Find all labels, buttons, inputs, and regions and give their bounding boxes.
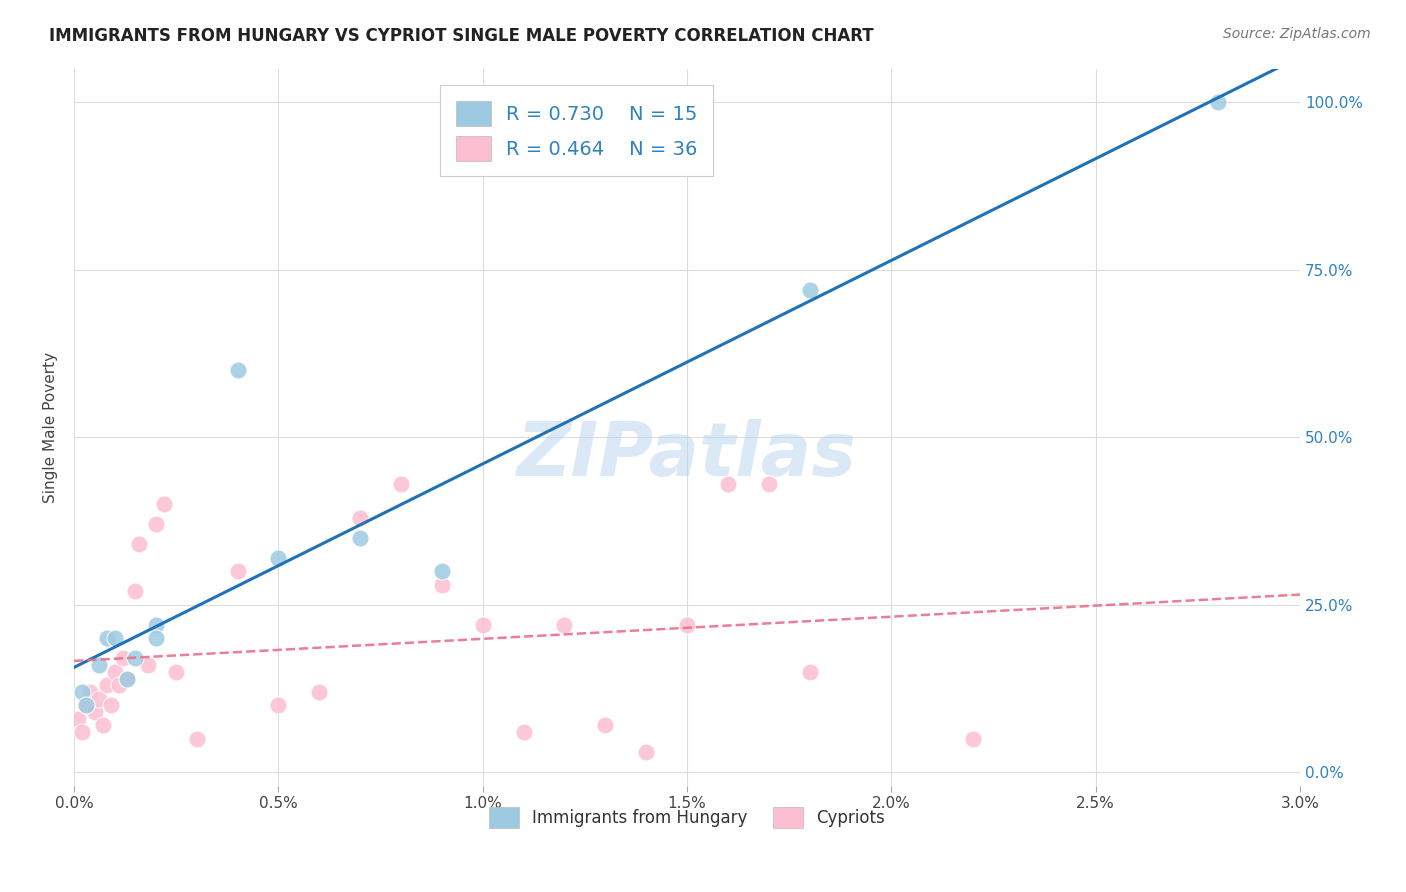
Point <box>758 477 780 491</box>
Point <box>512 725 534 739</box>
Y-axis label: Single Male Poverty: Single Male Poverty <box>44 351 58 503</box>
Point <box>75 698 97 713</box>
Point <box>79 685 101 699</box>
Point <box>100 698 122 713</box>
Point <box>87 691 110 706</box>
Point <box>308 685 330 699</box>
Point <box>67 712 90 726</box>
Point <box>430 564 453 578</box>
Point <box>349 510 371 524</box>
Point <box>799 283 821 297</box>
Point <box>108 678 131 692</box>
Text: ZIPatlas: ZIPatlas <box>517 419 858 492</box>
Point <box>83 705 105 719</box>
Point <box>145 517 167 532</box>
Point <box>96 632 118 646</box>
Point <box>75 698 97 713</box>
Point <box>226 363 249 377</box>
Point <box>349 531 371 545</box>
Point <box>717 477 740 491</box>
Point <box>87 658 110 673</box>
Point <box>96 678 118 692</box>
Point <box>676 618 699 632</box>
Point <box>430 577 453 591</box>
Point <box>153 497 176 511</box>
Point <box>165 665 187 679</box>
Point <box>115 672 138 686</box>
Text: Source: ZipAtlas.com: Source: ZipAtlas.com <box>1223 27 1371 41</box>
Point <box>186 731 208 746</box>
Legend: Immigrants from Hungary, Cypriots: Immigrants from Hungary, Cypriots <box>482 800 891 835</box>
Point <box>1206 95 1229 109</box>
Point <box>115 672 138 686</box>
Point <box>471 618 494 632</box>
Point <box>104 632 127 646</box>
Point <box>104 665 127 679</box>
Point <box>136 658 159 673</box>
Point <box>112 651 135 665</box>
Point <box>636 745 658 759</box>
Point <box>553 618 575 632</box>
Point <box>595 718 617 732</box>
Point <box>389 477 412 491</box>
Point <box>72 685 94 699</box>
Point <box>267 550 290 565</box>
Point <box>226 564 249 578</box>
Point <box>128 537 150 551</box>
Point <box>799 665 821 679</box>
Point <box>267 698 290 713</box>
Point <box>124 651 146 665</box>
Point <box>91 718 114 732</box>
Point <box>72 725 94 739</box>
Point <box>145 618 167 632</box>
Text: IMMIGRANTS FROM HUNGARY VS CYPRIOT SINGLE MALE POVERTY CORRELATION CHART: IMMIGRANTS FROM HUNGARY VS CYPRIOT SINGL… <box>49 27 875 45</box>
Point <box>124 584 146 599</box>
Point <box>145 632 167 646</box>
Point <box>962 731 984 746</box>
